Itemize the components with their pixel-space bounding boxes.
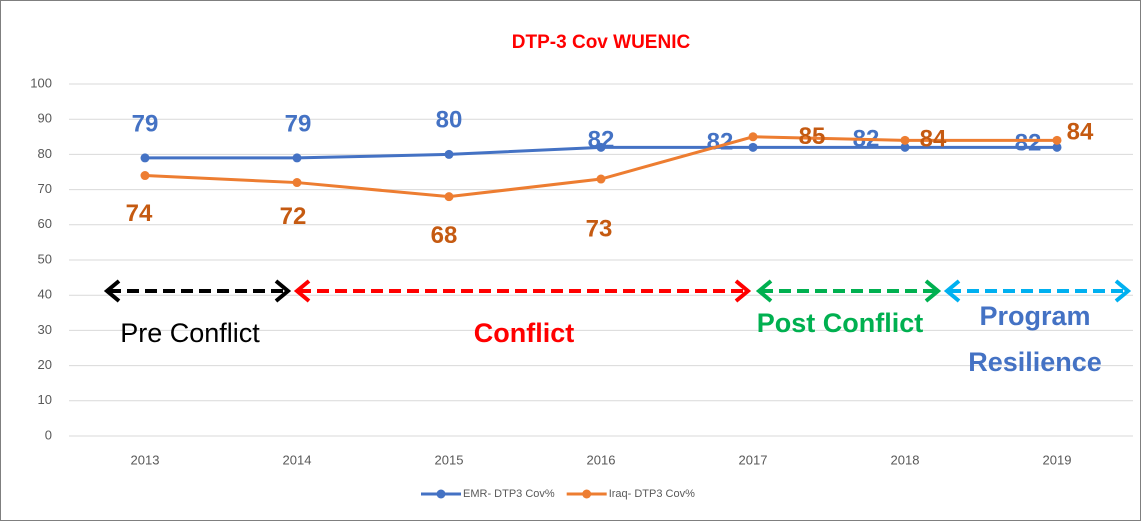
legend-label: Iraq- DTP3 Cov% xyxy=(609,488,695,500)
arrow-head xyxy=(293,279,311,303)
y-tick-label: 10 xyxy=(38,392,52,407)
y-tick-label: 20 xyxy=(38,357,52,372)
data-label: 84 xyxy=(920,126,947,153)
data-point xyxy=(900,142,910,152)
y-tick-label: 80 xyxy=(38,146,52,161)
data-label: 73 xyxy=(586,215,613,242)
data-point xyxy=(1052,135,1062,145)
x-tick-label: 2016 xyxy=(587,452,616,467)
arrow-head xyxy=(755,279,773,303)
data-label: 82 xyxy=(1015,130,1042,157)
data-point xyxy=(292,178,302,188)
phase-label: Resilience xyxy=(968,347,1102,377)
arrow-head xyxy=(274,279,292,303)
y-tick-label: 50 xyxy=(38,251,52,266)
y-tick-label: 90 xyxy=(38,111,52,126)
arrow-head xyxy=(943,279,961,303)
data-point xyxy=(596,174,606,184)
legend-label: EMR- DTP3 Cov% xyxy=(463,488,555,500)
x-tick-label: 2017 xyxy=(739,452,768,467)
x-tick-label: 2014 xyxy=(283,452,312,467)
data-label: 82 xyxy=(588,127,615,154)
data-point xyxy=(444,149,454,159)
x-tick-label: 2019 xyxy=(1043,452,1072,467)
legend-marker xyxy=(582,489,592,499)
data-point xyxy=(748,142,758,152)
phase-label: Pre Conflict xyxy=(120,318,260,348)
phase-label: Post Conflict xyxy=(757,308,924,338)
data-label: 85 xyxy=(799,123,826,150)
data-point xyxy=(444,192,454,202)
y-tick-label: 0 xyxy=(45,427,52,442)
data-point xyxy=(596,142,606,152)
data-point xyxy=(748,132,758,142)
x-tick-label: 2013 xyxy=(131,452,160,467)
arrow-head xyxy=(924,279,942,303)
data-point xyxy=(1052,142,1062,152)
data-point xyxy=(292,153,302,163)
data-label: 84 xyxy=(1067,119,1094,146)
phase-label: Program xyxy=(979,301,1090,331)
y-tick-label: 70 xyxy=(38,181,52,196)
data-label: 74 xyxy=(126,200,153,227)
data-label: 80 xyxy=(436,107,463,134)
y-tick-label: 40 xyxy=(38,287,52,302)
legend-marker xyxy=(436,489,446,499)
data-point xyxy=(140,171,150,181)
data-point xyxy=(140,153,150,163)
y-tick-label: 30 xyxy=(38,322,52,337)
x-tick-label: 2018 xyxy=(891,452,920,467)
data-label: 79 xyxy=(285,110,312,137)
x-tick-label: 2015 xyxy=(435,452,464,467)
data-label: 68 xyxy=(431,222,458,249)
arrow-head xyxy=(103,279,121,303)
y-tick-label: 60 xyxy=(38,216,52,231)
data-label: 72 xyxy=(280,203,307,230)
data-point xyxy=(900,135,910,145)
data-label: 79 xyxy=(132,110,159,137)
y-tick-label: 100 xyxy=(30,75,52,90)
arrow-head xyxy=(1114,279,1132,303)
phase-label: Conflict xyxy=(474,318,575,348)
arrow-head xyxy=(734,279,752,303)
chart-title: DTP-3 Cov WUENIC xyxy=(512,32,691,53)
